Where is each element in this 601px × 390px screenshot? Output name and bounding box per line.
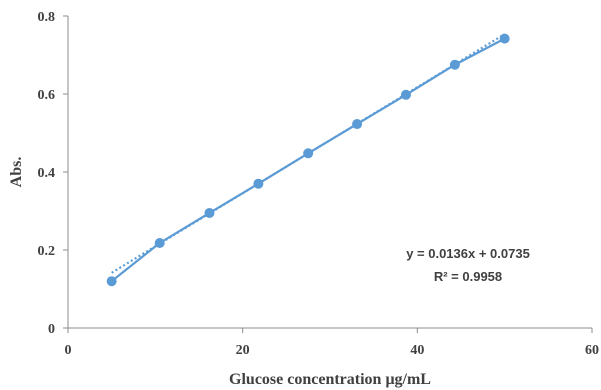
y-tick-label: 0 [48,322,55,337]
data-point [204,207,215,218]
x-tick-label: 0 [65,343,72,358]
data-point [499,33,510,44]
x-tick-label: 20 [236,343,250,358]
y-tick-label: 0.2 [38,244,56,259]
data-point [400,89,411,100]
data-point [253,178,264,189]
tick-labels: 0 0.2 0.4 0.6 0.8 0 20 40 60 [38,10,600,358]
data-point [352,119,363,130]
y-tick-label: 0.4 [38,166,56,181]
r-squared-label: R² = 0.9958 [434,269,502,284]
y-axis-title: Abs. [8,157,25,188]
x-axis-title: Glucose concentration μg/mL [229,371,431,388]
data-point [449,59,460,70]
data-point [303,148,314,159]
data-point [106,276,117,287]
x-tick-label: 40 [410,343,424,358]
y-tick-label: 0.8 [38,10,56,25]
data-point [154,237,165,248]
trendline-equation: y = 0.0136x + 0.0735 [406,246,530,261]
data-points [106,33,510,287]
y-tick-label: 0.6 [38,88,56,103]
axes [67,16,592,329]
series-line [110,37,506,283]
x-tick-label: 60 [585,343,599,358]
